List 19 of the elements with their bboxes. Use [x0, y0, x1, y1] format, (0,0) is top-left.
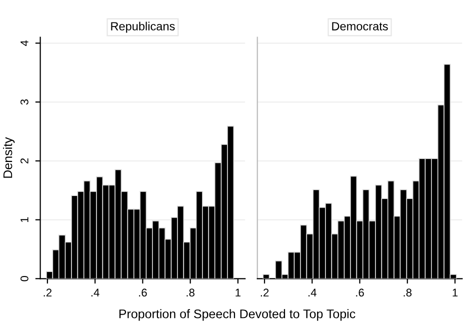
x-tick-label: .2 [44, 288, 52, 296]
chart-title: Democrats [332, 22, 388, 30]
x-tick-label: 1 [452, 288, 458, 296]
y-tick-label: 4 [20, 40, 28, 46]
x-tick-label: .6 [356, 288, 364, 297]
y-tick-label: 0 [20, 276, 28, 282]
y-axis-title: Density [3, 137, 15, 178]
x-axis-title: Proportion of Speech Devoted to Top Topic [119, 309, 356, 321]
x-tick-label: .4 [91, 288, 100, 296]
x-tick-label: .2 [260, 288, 269, 296]
x-tick-label: .8 [404, 288, 412, 297]
chart-title: Republicans [111, 22, 175, 33]
x-tick-label: 1 [236, 288, 240, 296]
y-tick-label: 2 [20, 158, 28, 164]
x-tick-label: .6 [139, 288, 147, 297]
x-tick-label: .8 [186, 288, 194, 297]
x-tick-label: .4 [308, 288, 316, 296]
y-tick-label: 1 [20, 217, 28, 222]
y-tick-label: 3 [20, 99, 28, 105]
